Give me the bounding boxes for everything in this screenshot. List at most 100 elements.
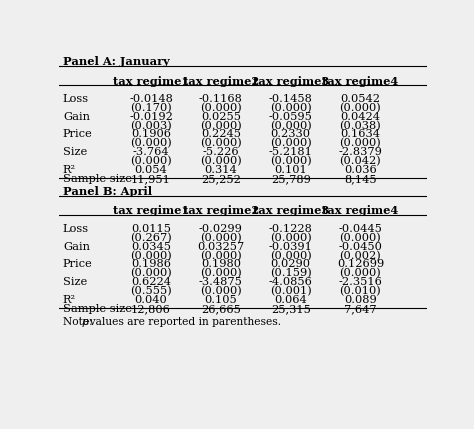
Text: (0.000): (0.000) [339, 269, 382, 279]
Text: (0.159): (0.159) [270, 269, 311, 279]
Text: -5.226: -5.226 [202, 147, 239, 157]
Text: (0.000): (0.000) [200, 103, 242, 113]
Text: (0.000): (0.000) [339, 139, 382, 149]
Text: 0.2245: 0.2245 [201, 130, 241, 139]
Text: Sample size: Sample size [63, 174, 132, 184]
Text: 11,951: 11,951 [131, 174, 171, 184]
Text: (0.000): (0.000) [200, 233, 242, 243]
Text: -4.0856: -4.0856 [269, 277, 313, 287]
Text: (0.000): (0.000) [270, 139, 311, 149]
Text: p: p [82, 317, 89, 327]
Text: Gain: Gain [63, 112, 90, 121]
Text: (0.000): (0.000) [130, 251, 172, 261]
Text: (0.010): (0.010) [339, 286, 382, 296]
Text: tax regime3: tax regime3 [253, 76, 329, 87]
Text: 0.0424: 0.0424 [340, 112, 381, 121]
Text: (0.038): (0.038) [339, 121, 382, 131]
Text: (0.000): (0.000) [200, 286, 242, 296]
Text: (0.000): (0.000) [339, 103, 382, 113]
Text: (0.000): (0.000) [130, 139, 172, 149]
Text: -3.764: -3.764 [133, 147, 169, 157]
Text: (0.000): (0.000) [130, 156, 172, 166]
Text: tax regime2: tax regime2 [183, 205, 259, 217]
Text: 0.0255: 0.0255 [201, 112, 241, 121]
Text: (0.000): (0.000) [270, 233, 311, 243]
Text: -3.4875: -3.4875 [199, 277, 243, 287]
Text: Gain: Gain [63, 242, 90, 251]
Text: tax regime4: tax regime4 [322, 205, 399, 217]
Text: (0.000): (0.000) [270, 251, 311, 261]
Text: Price: Price [63, 260, 93, 269]
Text: (0.000): (0.000) [200, 139, 242, 149]
Text: tax regime2: tax regime2 [183, 76, 259, 87]
Text: Panel A: January: Panel A: January [63, 57, 170, 67]
Text: R²: R² [63, 295, 76, 305]
Text: 7,647: 7,647 [344, 304, 377, 314]
Text: tax regime3: tax regime3 [253, 205, 329, 217]
Text: Loss: Loss [63, 224, 89, 234]
Text: 25,789: 25,789 [271, 174, 310, 184]
Text: -0.0391: -0.0391 [269, 242, 313, 251]
Text: -0.0299: -0.0299 [199, 224, 243, 234]
Text: Loss: Loss [63, 94, 89, 104]
Text: 0.036: 0.036 [344, 165, 377, 175]
Text: (0.170): (0.170) [130, 103, 172, 113]
Text: 0.6224: 0.6224 [131, 277, 171, 287]
Text: 0.064: 0.064 [274, 295, 307, 305]
Text: 0.314: 0.314 [204, 165, 237, 175]
Text: 0.040: 0.040 [135, 295, 167, 305]
Text: 0.105: 0.105 [204, 295, 237, 305]
Text: -0.0445: -0.0445 [338, 224, 383, 234]
Text: -0.1228: -0.1228 [269, 224, 313, 234]
Text: 0.101: 0.101 [274, 165, 307, 175]
Text: R²: R² [63, 165, 76, 175]
Text: 0.089: 0.089 [344, 295, 377, 305]
Text: 0.0542: 0.0542 [340, 94, 381, 104]
Text: 0.1634: 0.1634 [340, 130, 381, 139]
Text: tax regime4: tax regime4 [322, 76, 399, 87]
Text: -0.1458: -0.1458 [269, 94, 313, 104]
Text: (0.000): (0.000) [200, 269, 242, 279]
Text: -0.1168: -0.1168 [199, 94, 243, 104]
Text: 12,806: 12,806 [131, 304, 171, 314]
Text: 0.2330: 0.2330 [271, 130, 310, 139]
Text: (0.000): (0.000) [200, 251, 242, 261]
Text: (0.001): (0.001) [270, 286, 311, 296]
Text: -2.8379: -2.8379 [338, 147, 383, 157]
Text: 0.0345: 0.0345 [131, 242, 171, 251]
Text: 25,315: 25,315 [271, 304, 310, 314]
Text: -0.0148: -0.0148 [129, 94, 173, 104]
Text: 0.1980: 0.1980 [201, 260, 241, 269]
Text: -2.3516: -2.3516 [338, 277, 383, 287]
Text: 26,665: 26,665 [201, 304, 241, 314]
Text: (0.000): (0.000) [339, 233, 382, 243]
Text: Note:: Note: [63, 317, 96, 327]
Text: (0.042): (0.042) [339, 156, 382, 166]
Text: (0.000): (0.000) [270, 121, 311, 131]
Text: (0.000): (0.000) [270, 103, 311, 113]
Text: tax regime1: tax regime1 [113, 205, 189, 217]
Text: -5.2181: -5.2181 [269, 147, 313, 157]
Text: (0.000): (0.000) [270, 156, 311, 166]
Text: 0.03257: 0.03257 [197, 242, 245, 251]
Text: 0.054: 0.054 [135, 165, 167, 175]
Text: (0.000): (0.000) [130, 269, 172, 279]
Text: -0.0595: -0.0595 [269, 112, 313, 121]
Text: 0.0290: 0.0290 [271, 260, 310, 269]
Text: (0.000): (0.000) [200, 156, 242, 166]
Text: 0.12699: 0.12699 [337, 260, 384, 269]
Text: (0.002): (0.002) [339, 251, 382, 261]
Text: (0.555): (0.555) [130, 286, 172, 296]
Text: 0.1986: 0.1986 [131, 260, 171, 269]
Text: tax regime1: tax regime1 [113, 76, 189, 87]
Text: 0.1906: 0.1906 [131, 130, 171, 139]
Text: Panel B: April: Panel B: April [63, 186, 152, 197]
Text: Price: Price [63, 130, 93, 139]
Text: Size: Size [63, 277, 87, 287]
Text: Sample size: Sample size [63, 304, 132, 314]
Text: Size: Size [63, 147, 87, 157]
Text: (0.267): (0.267) [130, 233, 172, 243]
Text: -0.0192: -0.0192 [129, 112, 173, 121]
Text: -values are reported in parentheses.: -values are reported in parentheses. [86, 317, 282, 327]
Text: (0.000): (0.000) [200, 121, 242, 131]
